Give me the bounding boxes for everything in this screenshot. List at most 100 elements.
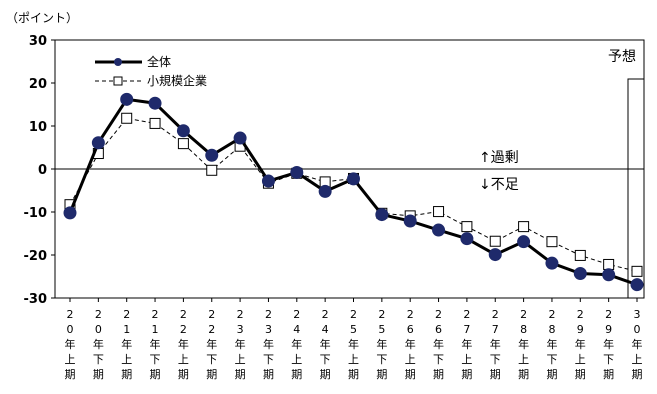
data-point-all	[347, 172, 360, 186]
data-point-all	[545, 256, 559, 270]
data-point-all	[375, 208, 389, 222]
x-category-label: 2	[152, 308, 159, 321]
x-category-label: 期	[490, 368, 501, 381]
x-category-label: 2	[67, 308, 74, 321]
y-tick-label: 20	[29, 77, 47, 92]
data-point-all	[460, 232, 474, 246]
data-point-all	[148, 96, 162, 110]
data-point-all	[403, 214, 417, 228]
x-category-label: 年	[206, 337, 217, 351]
annotation-forecast: 予想	[608, 49, 636, 65]
annotation-surplus: ↑過剰	[479, 150, 519, 166]
x-category-label: 上	[291, 353, 302, 366]
data-point-small-business	[121, 112, 133, 124]
x-category-label: 0	[67, 323, 74, 336]
x-category-label: 期	[518, 368, 529, 381]
x-category-label: 年	[291, 337, 302, 351]
x-category-label: 1	[152, 323, 159, 336]
data-point-all	[120, 92, 134, 106]
data-point-small-business	[433, 206, 445, 218]
x-category-label: 年	[178, 337, 189, 351]
x-category-label: 6	[407, 323, 414, 336]
data-point-all	[432, 223, 446, 237]
x-category-label: 2	[322, 308, 329, 321]
annotation-shortage: ↓不足	[479, 177, 519, 193]
legend-label-all: 全体	[147, 54, 171, 69]
x-category-label: 上	[632, 353, 643, 366]
x-category-label: 期	[65, 368, 76, 381]
x-category-label: 期	[376, 368, 387, 381]
x-category-label: 年	[320, 337, 331, 351]
data-point-all	[290, 165, 304, 179]
x-category-label: 期	[546, 368, 557, 381]
y-tick-label: 30	[29, 34, 47, 49]
x-category-label: 期	[291, 368, 302, 381]
data-point-small-business	[603, 258, 615, 270]
data-point-small-business	[149, 117, 161, 129]
legend-marker-small	[113, 76, 123, 86]
x-category-label: 2	[520, 308, 527, 321]
series-line-small-business	[69, 117, 638, 272]
x-category-label: 年	[490, 337, 501, 351]
forecast-bracket	[627, 78, 644, 298]
x-category-label: 1	[123, 323, 130, 336]
x-category-label: 上	[575, 353, 586, 366]
x-category-label: 2	[435, 308, 442, 321]
x-category-label: 下	[93, 353, 104, 366]
x-category-label: 下	[263, 353, 274, 366]
x-category-label: 2	[180, 308, 187, 321]
x-category-label: 2	[208, 323, 215, 336]
x-category-label: 期	[121, 368, 132, 381]
x-category-label: 3	[237, 323, 244, 336]
x-category-label: 下	[320, 353, 331, 366]
x-category-label: 上	[65, 353, 76, 366]
x-category-label: 上	[461, 353, 472, 366]
x-category-label: 年	[263, 337, 274, 351]
x-category-label: 2	[605, 308, 612, 321]
legend-label-small: 小規模企業	[147, 73, 207, 88]
x-category-label: 5	[350, 323, 357, 336]
legend-marker-all	[114, 58, 122, 66]
x-category-label: 期	[632, 368, 643, 381]
unit-label: （ポイント）	[6, 11, 78, 25]
x-category-label: 年	[433, 337, 444, 351]
x-category-label: 年	[93, 337, 104, 351]
legend: 全体 小規模企業	[95, 54, 207, 88]
x-category-label: 2	[293, 308, 300, 321]
x-category-label: 年	[603, 337, 614, 351]
y-tick-label: -10	[24, 206, 48, 221]
data-point-all	[261, 174, 275, 188]
x-category-label: 2	[548, 308, 555, 321]
x-category-label: 期	[405, 368, 416, 381]
x-category-label: 下	[206, 353, 217, 366]
x-category-label: 期	[575, 368, 586, 381]
x-category-label: 2	[265, 308, 272, 321]
x-category-label: 下	[433, 353, 444, 366]
x-category-label: 下	[376, 353, 387, 366]
x-category-label: 2	[350, 308, 357, 321]
x-category-label: 2	[378, 308, 385, 321]
data-point-small-business	[177, 138, 189, 150]
x-category-label: 2	[123, 308, 130, 321]
x-category-label: 7	[492, 323, 499, 336]
x-category-label: 下	[546, 353, 557, 366]
x-category-label: 期	[263, 368, 274, 381]
x-category-label: 年	[546, 337, 557, 351]
x-category-label: 下	[603, 353, 614, 366]
x-category-label: 上	[121, 353, 132, 366]
data-point-all	[176, 124, 190, 138]
x-category-label: 2	[95, 308, 102, 321]
x-category-label: 上	[178, 353, 189, 366]
x-category-label: 年	[461, 337, 472, 351]
x-category-label: 3	[634, 308, 641, 321]
data-point-all	[517, 235, 531, 249]
x-category-label: 8	[520, 323, 527, 336]
data-point-small-business	[489, 235, 501, 247]
x-category-label: 4	[293, 323, 300, 336]
x-category-label: 下	[150, 353, 161, 366]
x-category-label: 期	[150, 368, 161, 381]
x-category-label: 年	[235, 337, 246, 351]
x-category-label: 上	[518, 353, 529, 366]
data-point-small-business	[518, 221, 530, 233]
